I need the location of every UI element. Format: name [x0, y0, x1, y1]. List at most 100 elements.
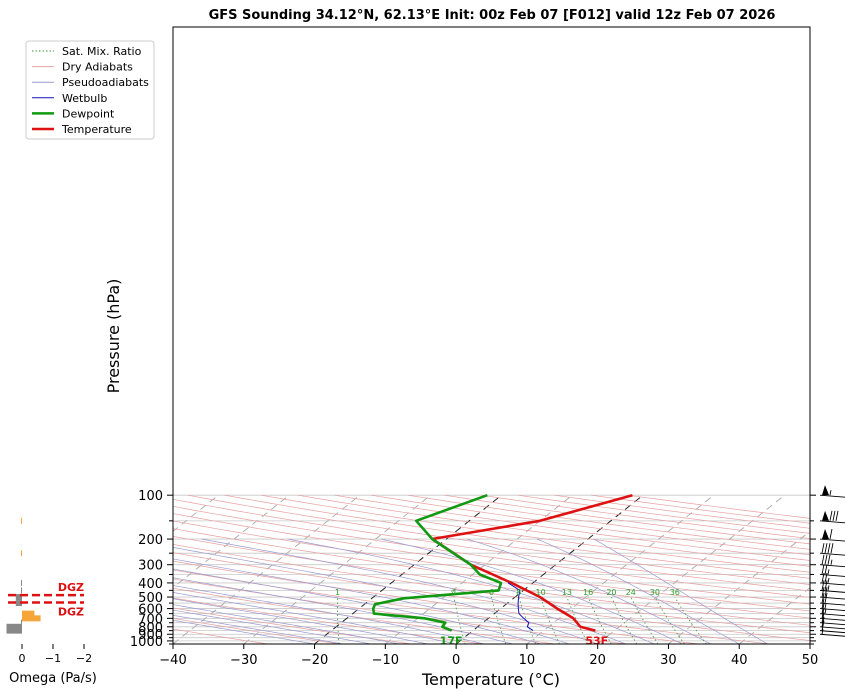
isotherm-line: [738, 587, 810, 644]
omega-tick-label: −2: [76, 652, 92, 665]
mixing-ratio-line: [337, 596, 340, 644]
wind-barb-full: [824, 586, 828, 598]
wind-barb-full: [821, 598, 825, 609]
x-tick-label: 20: [589, 653, 606, 668]
wind-barb-full: [832, 510, 836, 521]
mixing-ratio-label: 6: [489, 588, 494, 597]
wind-barb-full: [829, 510, 833, 521]
wind-barb-full: [824, 564, 828, 575]
dry-adiabat: [173, 587, 556, 644]
dry-adiabat: [444, 494, 810, 545]
wind-barb-half: [827, 577, 830, 584]
omega-bar: [15, 594, 22, 601]
wind-barb-flag: [822, 510, 829, 521]
mixing-ratio-label: 16: [583, 588, 593, 597]
isotherm-line: [385, 494, 573, 644]
dry-adiabat: [173, 569, 699, 644]
mixing-ratio-label: 24: [626, 588, 636, 597]
mixing-ratio-label: 4: [452, 588, 457, 597]
dgz-label: DGZ: [58, 605, 84, 618]
omega-bar: [22, 610, 35, 617]
omega-bar: [22, 615, 41, 622]
legend-entry: Pseudoadiabats: [62, 76, 149, 89]
wind-barb-flag: [822, 485, 829, 496]
dry-adiabat: [173, 552, 810, 641]
dry-adiabat: [173, 505, 810, 598]
y-tick-label: 800: [138, 621, 163, 636]
legend-box: [25, 40, 155, 140]
wind-barb-full: [824, 543, 828, 554]
pseudoadiabat: [173, 614, 343, 644]
legend-entry: Dry Adiabats: [62, 61, 133, 74]
dry-adiabat: [173, 528, 810, 619]
legend: Sat. Mix. Ratio Dry Adiabats Pseudoadiabat…: [25, 40, 155, 140]
x-tick-label: 40: [731, 653, 748, 668]
legend-entry: Dewpoint: [62, 107, 115, 120]
mixing-ratio-label: 20: [606, 588, 616, 597]
wind-barb-staff: [819, 617, 845, 621]
background-grid: [0, 494, 810, 644]
wind-barb-full: [821, 572, 825, 584]
omega-panel: 0 −1 −2 DGZ DGZ: [6, 517, 100, 665]
pseudoadiabat: [173, 577, 513, 644]
wind-barb-full: [824, 554, 828, 565]
dry-adiabat: [334, 494, 810, 561]
mixing-ratio-line: [587, 596, 612, 644]
mixing-ratio-line: [540, 596, 560, 644]
pseudoadiabat: [173, 609, 372, 644]
dry-adiabat: [480, 494, 810, 539]
mixing-ratio-line: [453, 596, 466, 644]
dry-adiabat: [173, 513, 810, 605]
wind-barb-full: [821, 608, 825, 619]
isotherm-line: [0, 495, 6, 644]
wind-barb-half: [821, 629, 824, 635]
mixing-ratio-line: [491, 596, 507, 644]
pseudoadiabat: [173, 598, 428, 644]
y-tick-label: 500: [138, 591, 163, 606]
profile-lines: [371, 493, 633, 632]
wind-barb-half: [824, 603, 827, 609]
omega-bar: [6, 627, 22, 634]
dry-adiabat: [187, 494, 810, 585]
y-tick-label: 1000: [130, 635, 163, 650]
mixing-ratio-label: 10: [536, 588, 546, 597]
dry-adiabat: [297, 494, 810, 567]
mixing-ratio-line: [518, 596, 537, 644]
dry-adiabat: [173, 560, 771, 644]
omega-bar: [21, 587, 22, 594]
wind-barb-full: [821, 612, 825, 623]
omega-bar: [15, 600, 22, 607]
dry-adiabat: [173, 535, 810, 626]
mixing-ratio-label: 13: [562, 588, 572, 597]
isotherm-line: [0, 495, 148, 644]
mixing-ratio-label: 8: [516, 588, 521, 597]
mixing-ratio-line: [630, 596, 659, 644]
mixing-ratio-label: 36: [670, 588, 680, 597]
x-tick-label: −20: [301, 653, 328, 668]
dgz-label: DGZ: [58, 581, 84, 594]
omega-tick-label: 0: [19, 652, 26, 665]
pseudoadiabat: [173, 592, 457, 644]
legend-entry: Wetbulb: [62, 92, 107, 105]
series-temperature: [430, 493, 633, 632]
y-tick-label: 600: [138, 603, 163, 618]
wind-barb-full: [821, 603, 825, 614]
wind-barb-full: [821, 543, 825, 554]
y-tick-label: 900: [138, 628, 163, 643]
pseudoadiabat: [593, 538, 768, 644]
dry-adiabat: [407, 494, 810, 550]
wind-barb-staff: [819, 582, 845, 586]
y-tick-label: 100: [138, 489, 163, 504]
wind-barb-full: [824, 572, 828, 584]
wind-barb-full: [821, 586, 825, 598]
wind-barb-full: [835, 510, 839, 521]
wind-barb-full: [821, 564, 825, 575]
wind-barb-staff: [819, 626, 845, 630]
isotherm-line: [314, 494, 502, 644]
y-tick-label: 700: [138, 612, 163, 627]
wind-barb-full: [827, 554, 831, 565]
wind-barb-staff: [819, 630, 845, 634]
dry-adiabat: [224, 494, 810, 579]
wind-barb-staff: [819, 574, 845, 577]
dry-adiabat: [173, 543, 810, 634]
